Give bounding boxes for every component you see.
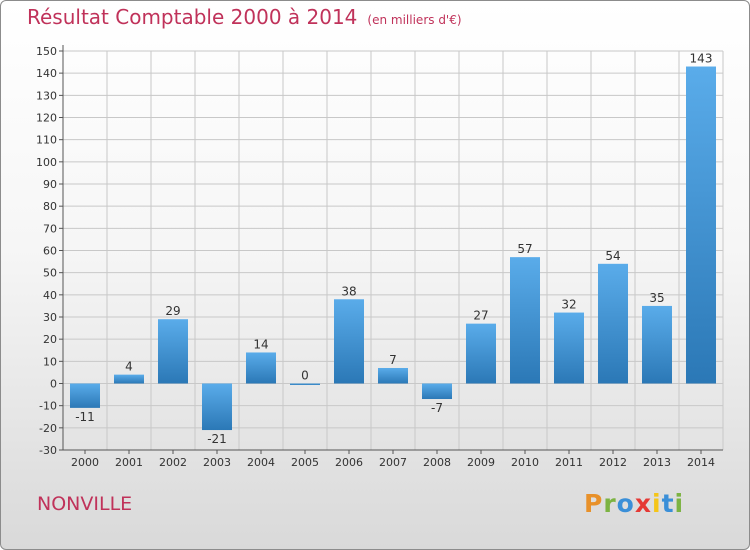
bars — [70, 66, 716, 431]
data-label: 29 — [165, 304, 180, 318]
x-tick-label: 2011 — [555, 456, 583, 469]
x-tick-label: 2014 — [687, 456, 715, 469]
bar-2008 — [422, 383, 452, 400]
x-tick-label: 2013 — [643, 456, 671, 469]
logo-letter: t — [661, 489, 675, 518]
y-tick-label: 140 — [36, 67, 57, 80]
bar-2007 — [378, 367, 408, 384]
data-label: 143 — [690, 52, 713, 66]
data-label: 57 — [517, 242, 532, 256]
bar-2010 — [510, 257, 540, 384]
y-tick-label: 0 — [50, 378, 57, 391]
x-tick-label: 2006 — [335, 456, 363, 469]
data-label: 14 — [253, 337, 268, 351]
y-tick-label: -20 — [39, 422, 57, 435]
bar-2004 — [246, 352, 276, 384]
logo-letter: i — [674, 489, 685, 518]
data-label: -11 — [75, 410, 95, 424]
y-tick-label: 50 — [43, 267, 57, 280]
bar-2002 — [158, 319, 188, 384]
x-tick-label: 2002 — [159, 456, 187, 469]
x-tick-label: 2008 — [423, 456, 451, 469]
logo-letter: o — [616, 489, 635, 518]
bar-2009 — [466, 323, 496, 384]
data-labels: -11 4 29 -21 14 0 38 7 -7 27 57 32 54 35 143 — [75, 52, 712, 447]
y-tick-label: 130 — [36, 89, 57, 102]
logo-letter: P — [584, 489, 604, 518]
bar-2001 — [114, 374, 144, 384]
y-tick-label: 120 — [36, 112, 57, 125]
logo-letter: r — [603, 489, 617, 518]
x-tick-label: 2005 — [291, 456, 319, 469]
y-tick-label: -30 — [39, 444, 57, 457]
y-tick-label: 70 — [43, 222, 57, 235]
data-label: 38 — [341, 284, 356, 298]
x-tick-label: 2010 — [511, 456, 539, 469]
y-tick-label: 150 — [36, 45, 57, 58]
bar-2014 — [686, 66, 716, 384]
data-label: 7 — [389, 353, 397, 367]
data-label: 32 — [561, 298, 576, 312]
bar-2012 — [598, 263, 628, 384]
data-label: -7 — [431, 401, 443, 415]
logo-letter: i — [652, 489, 662, 518]
x-tick-label: 2000 — [71, 456, 99, 469]
y-tick-label: 110 — [36, 134, 57, 147]
data-label: 27 — [473, 309, 488, 323]
y-tick-label: 60 — [43, 245, 57, 258]
x-tick-label: 2012 — [599, 456, 627, 469]
place-name: NONVILLE — [37, 493, 133, 515]
y-tick-label: 10 — [43, 355, 57, 368]
y-tick-label: 90 — [43, 178, 57, 191]
data-label: 0 — [301, 369, 309, 383]
data-label: 4 — [125, 360, 133, 374]
x-tick-label: 2007 — [379, 456, 407, 469]
data-label: 54 — [605, 249, 620, 263]
bar-2005 — [290, 383, 320, 385]
x-tick-label: 2004 — [247, 456, 275, 469]
y-tick-label: 80 — [43, 200, 57, 213]
y-tick-label: 100 — [36, 156, 57, 169]
bar-2013 — [642, 305, 672, 384]
bar-2006 — [334, 299, 364, 384]
axes: -30-20-100102030405060708090100110120130… — [36, 45, 723, 469]
logo-letter: x — [634, 489, 652, 518]
x-tick-label: 2003 — [203, 456, 231, 469]
y-tick-label: 30 — [43, 311, 57, 324]
y-tick-label: 20 — [43, 333, 57, 346]
chart-title-text: Résultat Comptable 2000 à 2014 — [27, 5, 358, 29]
data-label: 35 — [649, 291, 664, 305]
proxiti-logo[interactable]: Proxiti — [584, 489, 684, 518]
y-tick-label: 40 — [43, 289, 57, 302]
bar-2000 — [70, 383, 100, 408]
chart-subtitle: (en milliers d'€) — [367, 13, 462, 27]
chart-title: Résultat Comptable 2000 à 2014 (en millie… — [27, 5, 462, 29]
data-label: -21 — [207, 432, 227, 446]
x-tick-label: 2001 — [115, 456, 143, 469]
bar-2003 — [202, 383, 232, 431]
x-tick-label: 2009 — [467, 456, 495, 469]
grid — [62, 50, 724, 451]
y-tick-label: -10 — [39, 400, 57, 413]
bar-2011 — [554, 312, 584, 384]
